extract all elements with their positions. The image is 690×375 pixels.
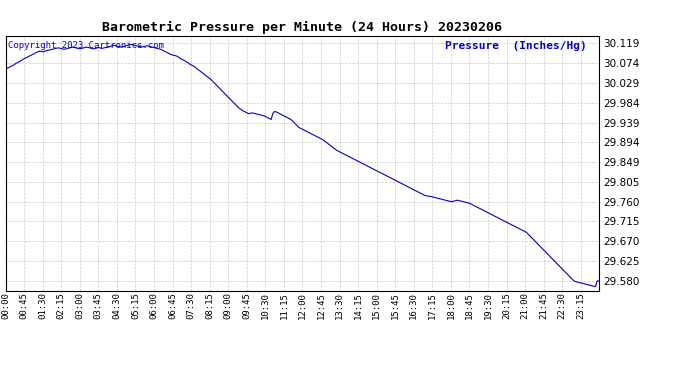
Text: Pressure  (Inches/Hg): Pressure (Inches/Hg) (445, 41, 587, 51)
Text: Copyright 2023 Cartronics.com: Copyright 2023 Cartronics.com (8, 41, 164, 50)
Title: Barometric Pressure per Minute (24 Hours) 20230206: Barometric Pressure per Minute (24 Hours… (102, 21, 502, 34)
